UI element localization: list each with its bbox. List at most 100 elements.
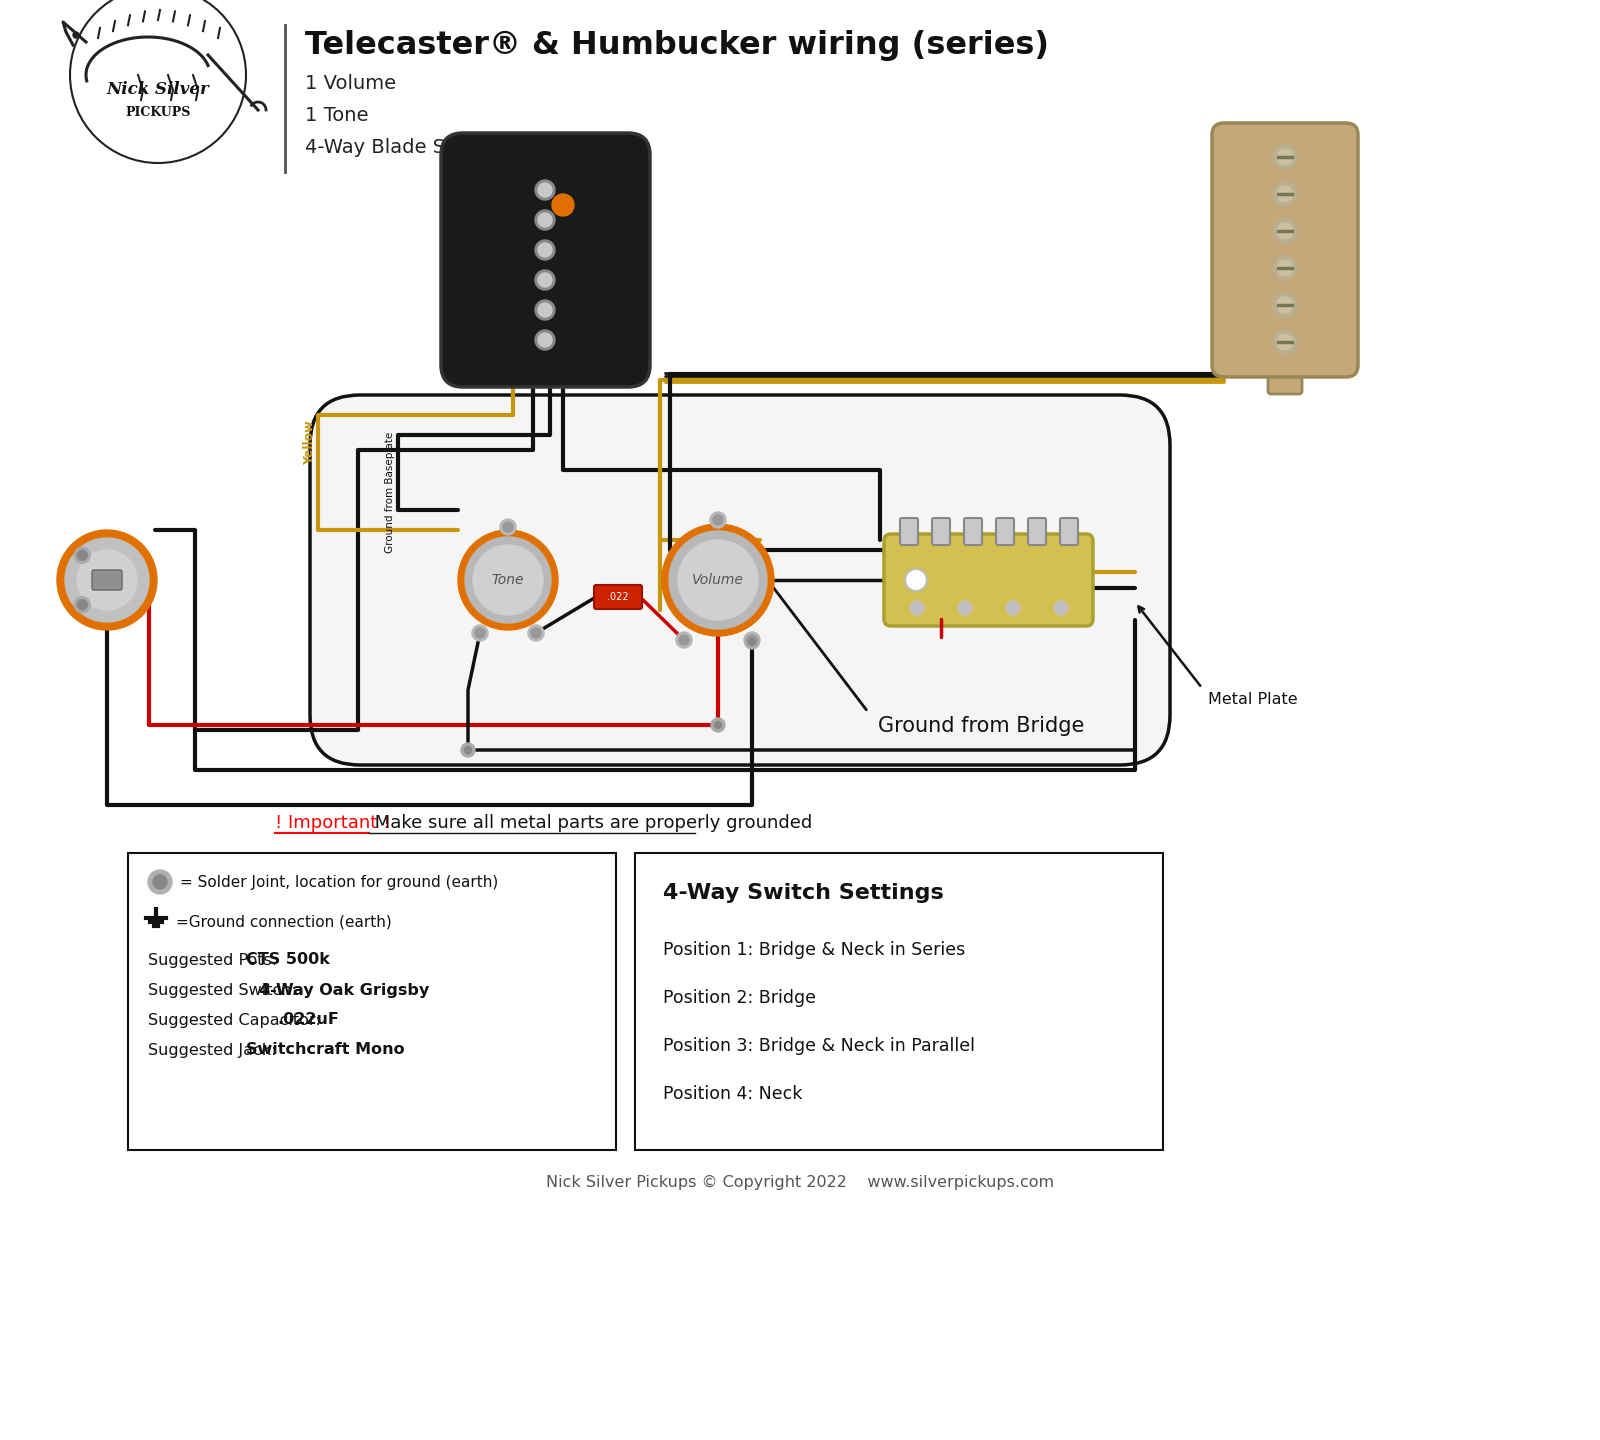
- Circle shape: [538, 243, 552, 256]
- Circle shape: [1277, 334, 1293, 350]
- FancyBboxPatch shape: [594, 585, 642, 609]
- Text: 4-Way Blade Switch: 4-Way Blade Switch: [306, 138, 498, 157]
- Text: Switchcraft Mono: Switchcraft Mono: [246, 1043, 405, 1057]
- FancyBboxPatch shape: [995, 518, 1014, 544]
- Circle shape: [678, 635, 690, 645]
- Text: Ground from Baseplate: Ground from Baseplate: [386, 432, 395, 553]
- Circle shape: [747, 635, 757, 645]
- Text: = Solder Joint, location for ground (earth): = Solder Joint, location for ground (ear…: [179, 874, 498, 890]
- Circle shape: [1274, 181, 1298, 206]
- Circle shape: [538, 183, 552, 197]
- Text: Telecaster® & Humbucker wiring (series): Telecaster® & Humbucker wiring (series): [306, 30, 1050, 60]
- Circle shape: [1274, 330, 1298, 354]
- Circle shape: [744, 632, 760, 648]
- Text: Suggested Switch:: Suggested Switch:: [147, 982, 302, 998]
- Circle shape: [499, 518, 515, 536]
- Text: Suggested Capacitor:: Suggested Capacitor:: [147, 1012, 326, 1028]
- FancyBboxPatch shape: [963, 518, 982, 544]
- FancyBboxPatch shape: [899, 518, 918, 544]
- Circle shape: [77, 550, 138, 611]
- Circle shape: [147, 870, 173, 894]
- Circle shape: [74, 547, 90, 563]
- Text: =Ground connection (earth): =Ground connection (earth): [176, 914, 392, 929]
- Circle shape: [58, 530, 157, 631]
- Circle shape: [715, 721, 722, 729]
- Circle shape: [534, 271, 555, 289]
- Circle shape: [714, 516, 723, 526]
- Circle shape: [1274, 292, 1298, 317]
- Circle shape: [910, 600, 925, 615]
- FancyBboxPatch shape: [635, 852, 1163, 1151]
- Circle shape: [1274, 256, 1298, 279]
- Circle shape: [662, 524, 774, 636]
- FancyBboxPatch shape: [931, 518, 950, 544]
- Circle shape: [534, 300, 555, 320]
- Text: 1 Volume: 1 Volume: [306, 73, 397, 94]
- FancyBboxPatch shape: [128, 852, 616, 1151]
- Text: Position 1: Bridge & Neck in Series: Position 1: Bridge & Neck in Series: [662, 940, 965, 959]
- Circle shape: [906, 569, 926, 590]
- Text: Suggested Pots:: Suggested Pots:: [147, 952, 282, 968]
- Circle shape: [472, 625, 488, 641]
- Circle shape: [538, 274, 552, 287]
- FancyBboxPatch shape: [442, 132, 650, 387]
- FancyBboxPatch shape: [1267, 361, 1302, 395]
- Circle shape: [1277, 148, 1293, 166]
- Text: Position 4: Neck: Position 4: Neck: [662, 1084, 802, 1103]
- FancyBboxPatch shape: [93, 570, 122, 590]
- Text: .022: .022: [606, 592, 629, 602]
- Circle shape: [1054, 600, 1069, 615]
- Circle shape: [534, 240, 555, 261]
- Circle shape: [669, 531, 766, 629]
- Circle shape: [1277, 261, 1293, 276]
- Circle shape: [1274, 219, 1298, 243]
- Text: Make sure all metal parts are properly grounded: Make sure all metal parts are properly g…: [368, 814, 811, 832]
- FancyBboxPatch shape: [1027, 518, 1046, 544]
- Circle shape: [749, 638, 755, 645]
- Text: Ground from Bridge: Ground from Bridge: [878, 716, 1085, 736]
- Circle shape: [77, 550, 88, 560]
- Circle shape: [458, 530, 558, 631]
- FancyBboxPatch shape: [310, 395, 1170, 765]
- Text: Metal Plate: Metal Plate: [1208, 693, 1298, 707]
- Text: 1 Tone: 1 Tone: [306, 107, 368, 125]
- Circle shape: [531, 628, 541, 638]
- Circle shape: [958, 600, 973, 615]
- Circle shape: [1277, 297, 1293, 312]
- Circle shape: [710, 719, 725, 732]
- Circle shape: [461, 743, 475, 757]
- Circle shape: [1277, 186, 1293, 202]
- Circle shape: [538, 333, 552, 347]
- FancyBboxPatch shape: [1059, 518, 1078, 544]
- Text: 4-Way Switch Settings: 4-Way Switch Settings: [662, 883, 944, 903]
- Text: Nick Silver Pickups © Copyright 2022    www.silverpickups.com: Nick Silver Pickups © Copyright 2022 www…: [546, 1175, 1054, 1189]
- Circle shape: [1274, 145, 1298, 168]
- Circle shape: [534, 210, 555, 230]
- Circle shape: [66, 539, 149, 622]
- Text: Tone: Tone: [491, 573, 525, 588]
- FancyBboxPatch shape: [883, 534, 1093, 626]
- Circle shape: [675, 632, 691, 648]
- FancyBboxPatch shape: [1213, 122, 1358, 377]
- Text: Suggested Jack:: Suggested Jack:: [147, 1043, 282, 1057]
- Circle shape: [538, 302, 552, 317]
- Circle shape: [74, 32, 78, 37]
- Circle shape: [464, 746, 472, 753]
- Circle shape: [1006, 600, 1021, 615]
- Circle shape: [74, 596, 90, 613]
- Circle shape: [552, 194, 574, 216]
- Circle shape: [538, 213, 552, 228]
- Text: ! Important !: ! Important !: [275, 814, 390, 832]
- Circle shape: [1277, 223, 1293, 239]
- Text: .022uF: .022uF: [277, 1012, 339, 1028]
- Text: 4-Way Oak Grigsby: 4-Way Oak Grigsby: [259, 982, 429, 998]
- Circle shape: [534, 330, 555, 350]
- Circle shape: [77, 599, 88, 609]
- Text: CTS 500k: CTS 500k: [246, 952, 330, 968]
- Text: Yellow: Yellow: [304, 420, 317, 465]
- Circle shape: [475, 628, 485, 638]
- Circle shape: [502, 521, 514, 531]
- Text: PICKUPS: PICKUPS: [125, 105, 190, 118]
- Circle shape: [678, 540, 758, 621]
- Circle shape: [534, 180, 555, 200]
